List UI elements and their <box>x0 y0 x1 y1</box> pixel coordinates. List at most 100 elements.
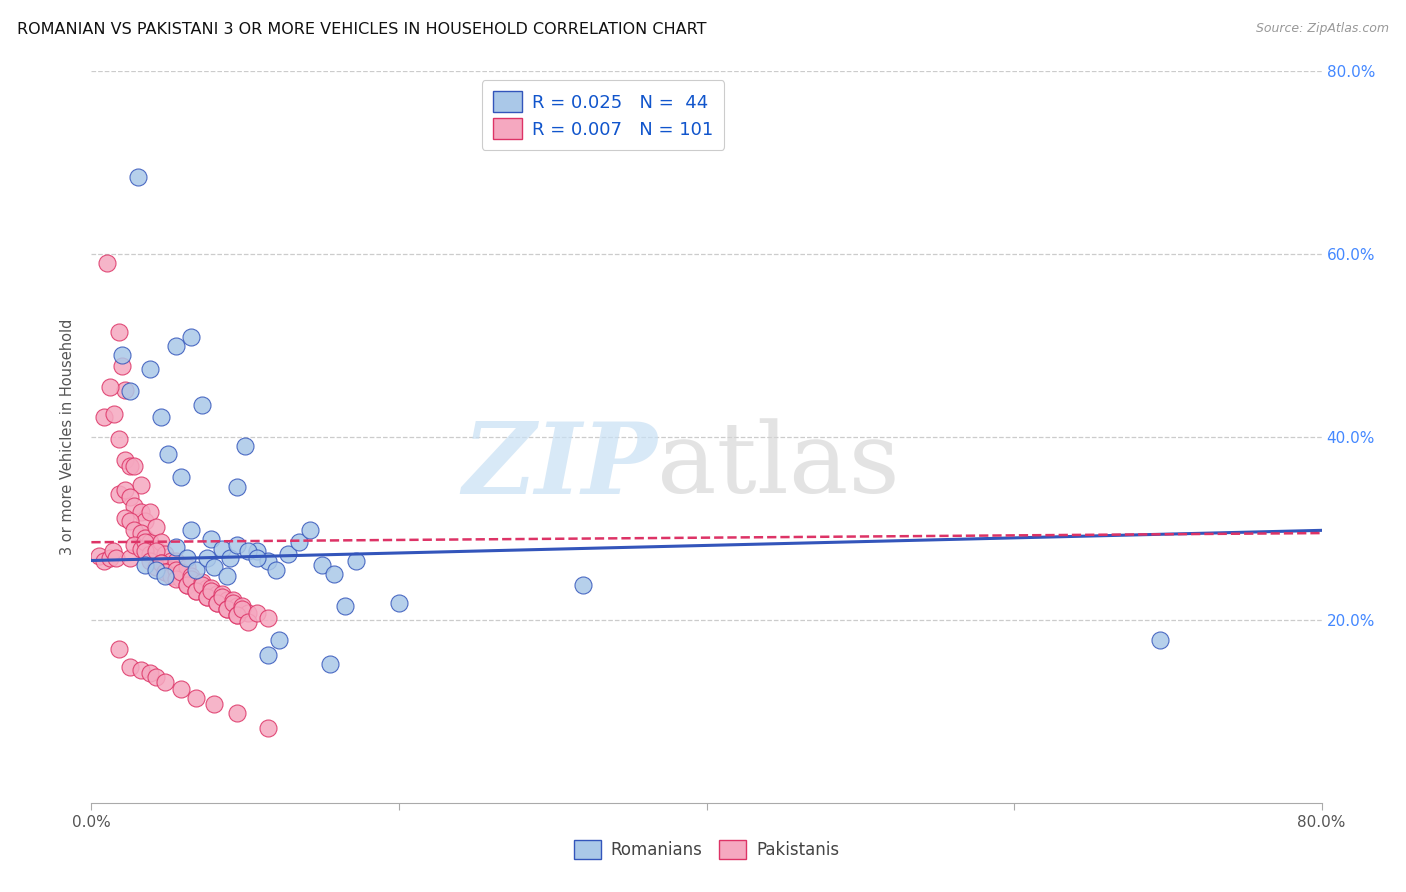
Point <box>207 597 229 611</box>
Point <box>165 540 187 554</box>
Point <box>98 550 121 565</box>
Point <box>238 615 260 629</box>
Point <box>160 569 183 583</box>
Point <box>191 398 214 412</box>
Point <box>134 531 156 545</box>
Point <box>111 359 134 373</box>
Point <box>114 483 136 497</box>
Point <box>233 439 256 453</box>
Point <box>267 633 290 648</box>
Point <box>129 541 152 556</box>
Point <box>108 487 131 501</box>
Legend: Romanians, Pakistanis: Romanians, Pakistanis <box>565 831 848 868</box>
Point <box>257 648 280 662</box>
Point <box>257 553 280 567</box>
Point <box>264 563 287 577</box>
Point <box>215 602 238 616</box>
Point <box>160 563 183 577</box>
Point <box>311 558 333 573</box>
Text: Source: ZipAtlas.com: Source: ZipAtlas.com <box>1256 22 1389 36</box>
Point <box>191 574 214 589</box>
Point <box>139 505 162 519</box>
Text: ZIP: ZIP <box>463 418 657 515</box>
Point <box>153 569 177 583</box>
Point <box>226 599 249 614</box>
Point <box>333 599 356 614</box>
Point <box>226 608 249 623</box>
Point <box>165 563 187 577</box>
Point <box>134 514 156 528</box>
Point <box>572 578 595 592</box>
Point <box>98 380 121 394</box>
Point <box>124 538 146 552</box>
Point <box>257 611 280 625</box>
Point <box>211 587 233 601</box>
Point <box>246 606 269 620</box>
Point <box>153 566 177 580</box>
Point <box>222 592 245 607</box>
Point <box>200 583 222 598</box>
Point <box>134 535 156 549</box>
Point <box>108 642 131 657</box>
Point <box>145 519 167 533</box>
Point <box>129 505 152 519</box>
Point <box>145 541 167 556</box>
Point <box>129 477 152 491</box>
Point <box>180 329 202 343</box>
Point <box>298 524 321 538</box>
Point <box>200 533 222 547</box>
Point <box>176 578 198 592</box>
Point <box>129 526 152 541</box>
Point <box>134 558 156 573</box>
Point <box>165 553 187 567</box>
Point <box>101 544 124 558</box>
Point <box>114 383 136 397</box>
Point <box>129 663 152 677</box>
Point <box>184 574 207 589</box>
Point <box>257 721 280 735</box>
Point <box>145 560 167 574</box>
Point <box>202 560 225 574</box>
Point <box>169 470 191 484</box>
Point <box>118 660 141 674</box>
Point <box>238 544 260 558</box>
Point <box>139 665 162 680</box>
Point <box>169 681 191 696</box>
Point <box>169 566 191 580</box>
Point <box>139 361 162 376</box>
Point <box>222 597 245 611</box>
Point <box>238 606 260 620</box>
Point <box>180 569 202 583</box>
Point <box>118 490 141 504</box>
Point <box>149 409 172 424</box>
Point <box>246 544 269 558</box>
Point <box>215 569 238 583</box>
Point <box>184 583 207 598</box>
Point <box>218 550 240 565</box>
Point <box>246 550 269 565</box>
Point <box>139 547 162 561</box>
Point <box>103 407 125 421</box>
Point <box>93 409 115 424</box>
Point <box>215 602 238 616</box>
Point <box>93 553 115 567</box>
Point <box>108 432 131 446</box>
Point <box>114 453 136 467</box>
Point <box>226 706 249 721</box>
Point <box>145 563 167 577</box>
Point <box>149 556 172 570</box>
Point <box>176 560 198 574</box>
Point <box>226 538 249 552</box>
Point <box>180 524 202 538</box>
Point <box>191 578 214 592</box>
Text: ROMANIAN VS PAKISTANI 3 OR MORE VEHICLES IN HOUSEHOLD CORRELATION CHART: ROMANIAN VS PAKISTANI 3 OR MORE VEHICLES… <box>17 22 706 37</box>
Point <box>184 690 207 705</box>
Point <box>153 675 177 690</box>
Point <box>202 697 225 711</box>
Point <box>176 578 198 592</box>
Point <box>200 581 222 595</box>
Point <box>165 572 187 586</box>
Point <box>105 550 127 565</box>
Point <box>207 587 229 601</box>
Point <box>118 550 141 565</box>
